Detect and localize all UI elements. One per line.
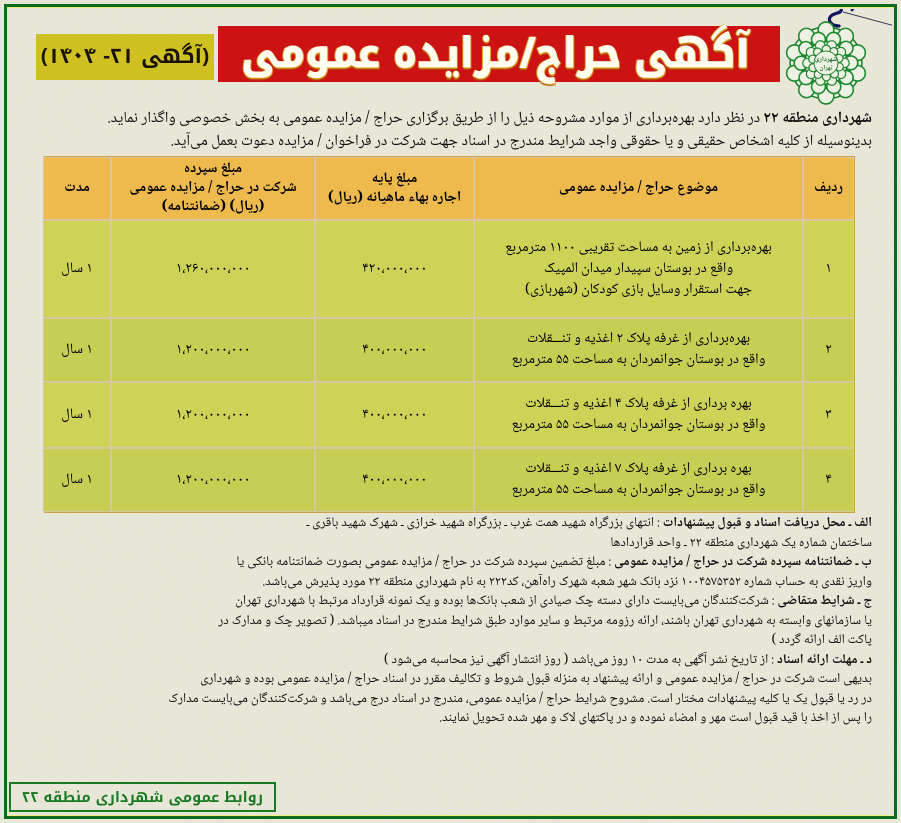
svg-text:تهران: تهران (819, 63, 832, 74)
